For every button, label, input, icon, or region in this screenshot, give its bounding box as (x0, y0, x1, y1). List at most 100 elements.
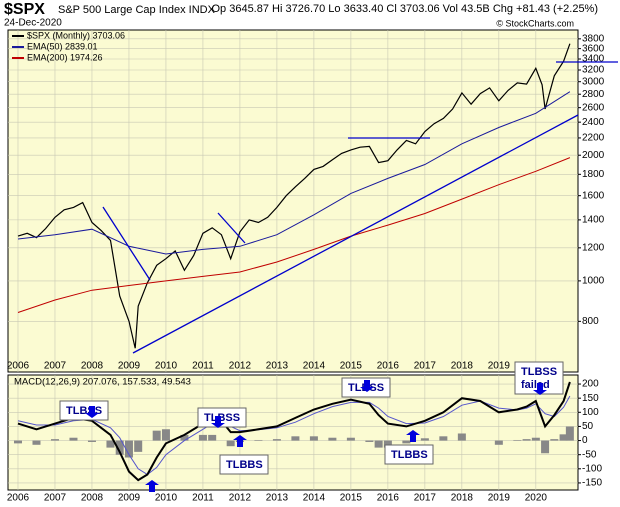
annotation-box (384, 444, 434, 465)
histogram-bar (106, 440, 115, 448)
x-tick-label: 2016 (377, 493, 400, 504)
arrow (85, 406, 99, 418)
histogram-bar (439, 436, 448, 441)
histogram-bar (50, 439, 59, 441)
annotation-text: TLBSS (521, 366, 557, 378)
x-tick-label: 2006 (7, 493, 30, 504)
credit: © StockCharts.com (496, 18, 574, 28)
y-tick-label: 3400 (582, 54, 605, 65)
histogram-bar (457, 433, 466, 441)
trend-line (132, 114, 579, 354)
annotation-box (197, 407, 247, 428)
y-tick-label: -100 (582, 463, 602, 474)
y-tick-label: 2400 (582, 117, 605, 128)
x-tick-label: 2009 (118, 361, 141, 372)
annotation-box (59, 400, 109, 421)
histogram-bar (152, 430, 161, 441)
histogram-bar (374, 440, 383, 448)
trend-line (102, 206, 151, 281)
histogram-bar (565, 426, 574, 441)
series-line (17, 157, 571, 313)
y-tick-label: -150 (582, 478, 602, 489)
y-tick-label: 2200 (582, 133, 605, 144)
histogram-bar (402, 440, 411, 444)
histogram-bar (226, 440, 235, 447)
histogram-bar (198, 434, 207, 441)
histogram-bar (291, 436, 300, 441)
histogram-bar (134, 440, 143, 452)
y-tick-label: 1000 (582, 276, 605, 287)
histogram-bar (69, 437, 78, 441)
annotation-text: failed (521, 379, 550, 391)
y-tick-label: 1600 (582, 190, 605, 201)
histogram-bar (346, 437, 355, 441)
histogram-bar (365, 440, 374, 442)
y-tick-label: 150 (582, 393, 599, 404)
histogram-bar (180, 434, 189, 441)
x-tick-label: 2020 (525, 493, 548, 504)
histogram-bar (522, 439, 531, 441)
y-tick-label: -50 (582, 449, 597, 460)
arrow (233, 435, 247, 447)
x-tick-label: 2007 (44, 493, 67, 504)
histogram-bar (272, 439, 281, 441)
histogram-bar (87, 440, 96, 442)
symbol: $SPX (4, 1, 45, 18)
x-tick-label: 2009 (118, 493, 141, 504)
y-tick-label: 3000 (582, 76, 605, 87)
y-tick-label: 50 (582, 421, 594, 432)
histogram-bar (531, 437, 540, 441)
x-tick-label: 2012 (229, 493, 252, 504)
y-tick-label: 3600 (582, 43, 605, 54)
trend-line (217, 212, 246, 244)
plot-area (7, 374, 579, 491)
x-tick-label: 2007 (44, 361, 67, 372)
macd-legend: MACD(12,26,9) 207.076, 157.533, 49.543 (14, 377, 191, 388)
histogram-bar (161, 429, 170, 441)
annotation-text: TLBBS (391, 449, 428, 461)
histogram-bar (13, 440, 22, 444)
y-tick-label: 1200 (582, 242, 605, 253)
x-tick-label: 2008 (81, 493, 104, 504)
legend-label: EMA(200) 1974.26 (27, 52, 103, 62)
y-tick-label: 0 (582, 435, 588, 446)
x-tick-label: 2013 (266, 361, 289, 372)
histogram-bar (513, 439, 522, 441)
y-tick-label: 3800 (582, 33, 605, 44)
histogram-bar (541, 440, 550, 454)
y-tick-label: 1400 (582, 215, 605, 226)
x-tick-label: 2017 (414, 361, 437, 372)
histogram-bar (383, 440, 392, 448)
x-tick-label: 2018 (451, 493, 474, 504)
y-tick-label: 2800 (582, 89, 605, 100)
histogram-bar (309, 436, 318, 441)
annotation-text: TLBSS (204, 412, 240, 424)
series-line (17, 381, 571, 482)
x-tick-label: 2015 (340, 361, 363, 372)
y-tick-label: 200 (582, 379, 599, 390)
series-line (17, 43, 571, 349)
annotation-box (219, 454, 269, 475)
x-tick-label: 2015 (340, 493, 363, 504)
x-tick-label: 2014 (303, 493, 326, 504)
histogram-bar (115, 440, 124, 455)
legend-label: EMA(50) 2839.01 (27, 41, 98, 51)
histogram-bar (254, 439, 263, 441)
y-tick-label: 2000 (582, 150, 605, 161)
legend-label: $SPX (Monthly) 3703.06 (27, 30, 125, 40)
arrow (145, 480, 159, 492)
arrow (360, 380, 374, 392)
x-tick-label: 2019 (488, 493, 511, 504)
x-tick-label: 2008 (81, 361, 104, 372)
y-tick-label: 100 (582, 407, 599, 418)
series-line (17, 395, 571, 476)
histogram-bar (494, 440, 503, 445)
x-tick-label: 2017 (414, 493, 437, 504)
plot-area (7, 29, 579, 373)
x-tick-label: 2013 (266, 493, 289, 504)
date: 24-Dec-2020 (4, 18, 62, 29)
y-tick-label: 800 (582, 316, 599, 327)
y-tick-label: 1800 (582, 169, 605, 180)
chart-title: S&P 500 Large Cap Index INDX (58, 4, 216, 16)
